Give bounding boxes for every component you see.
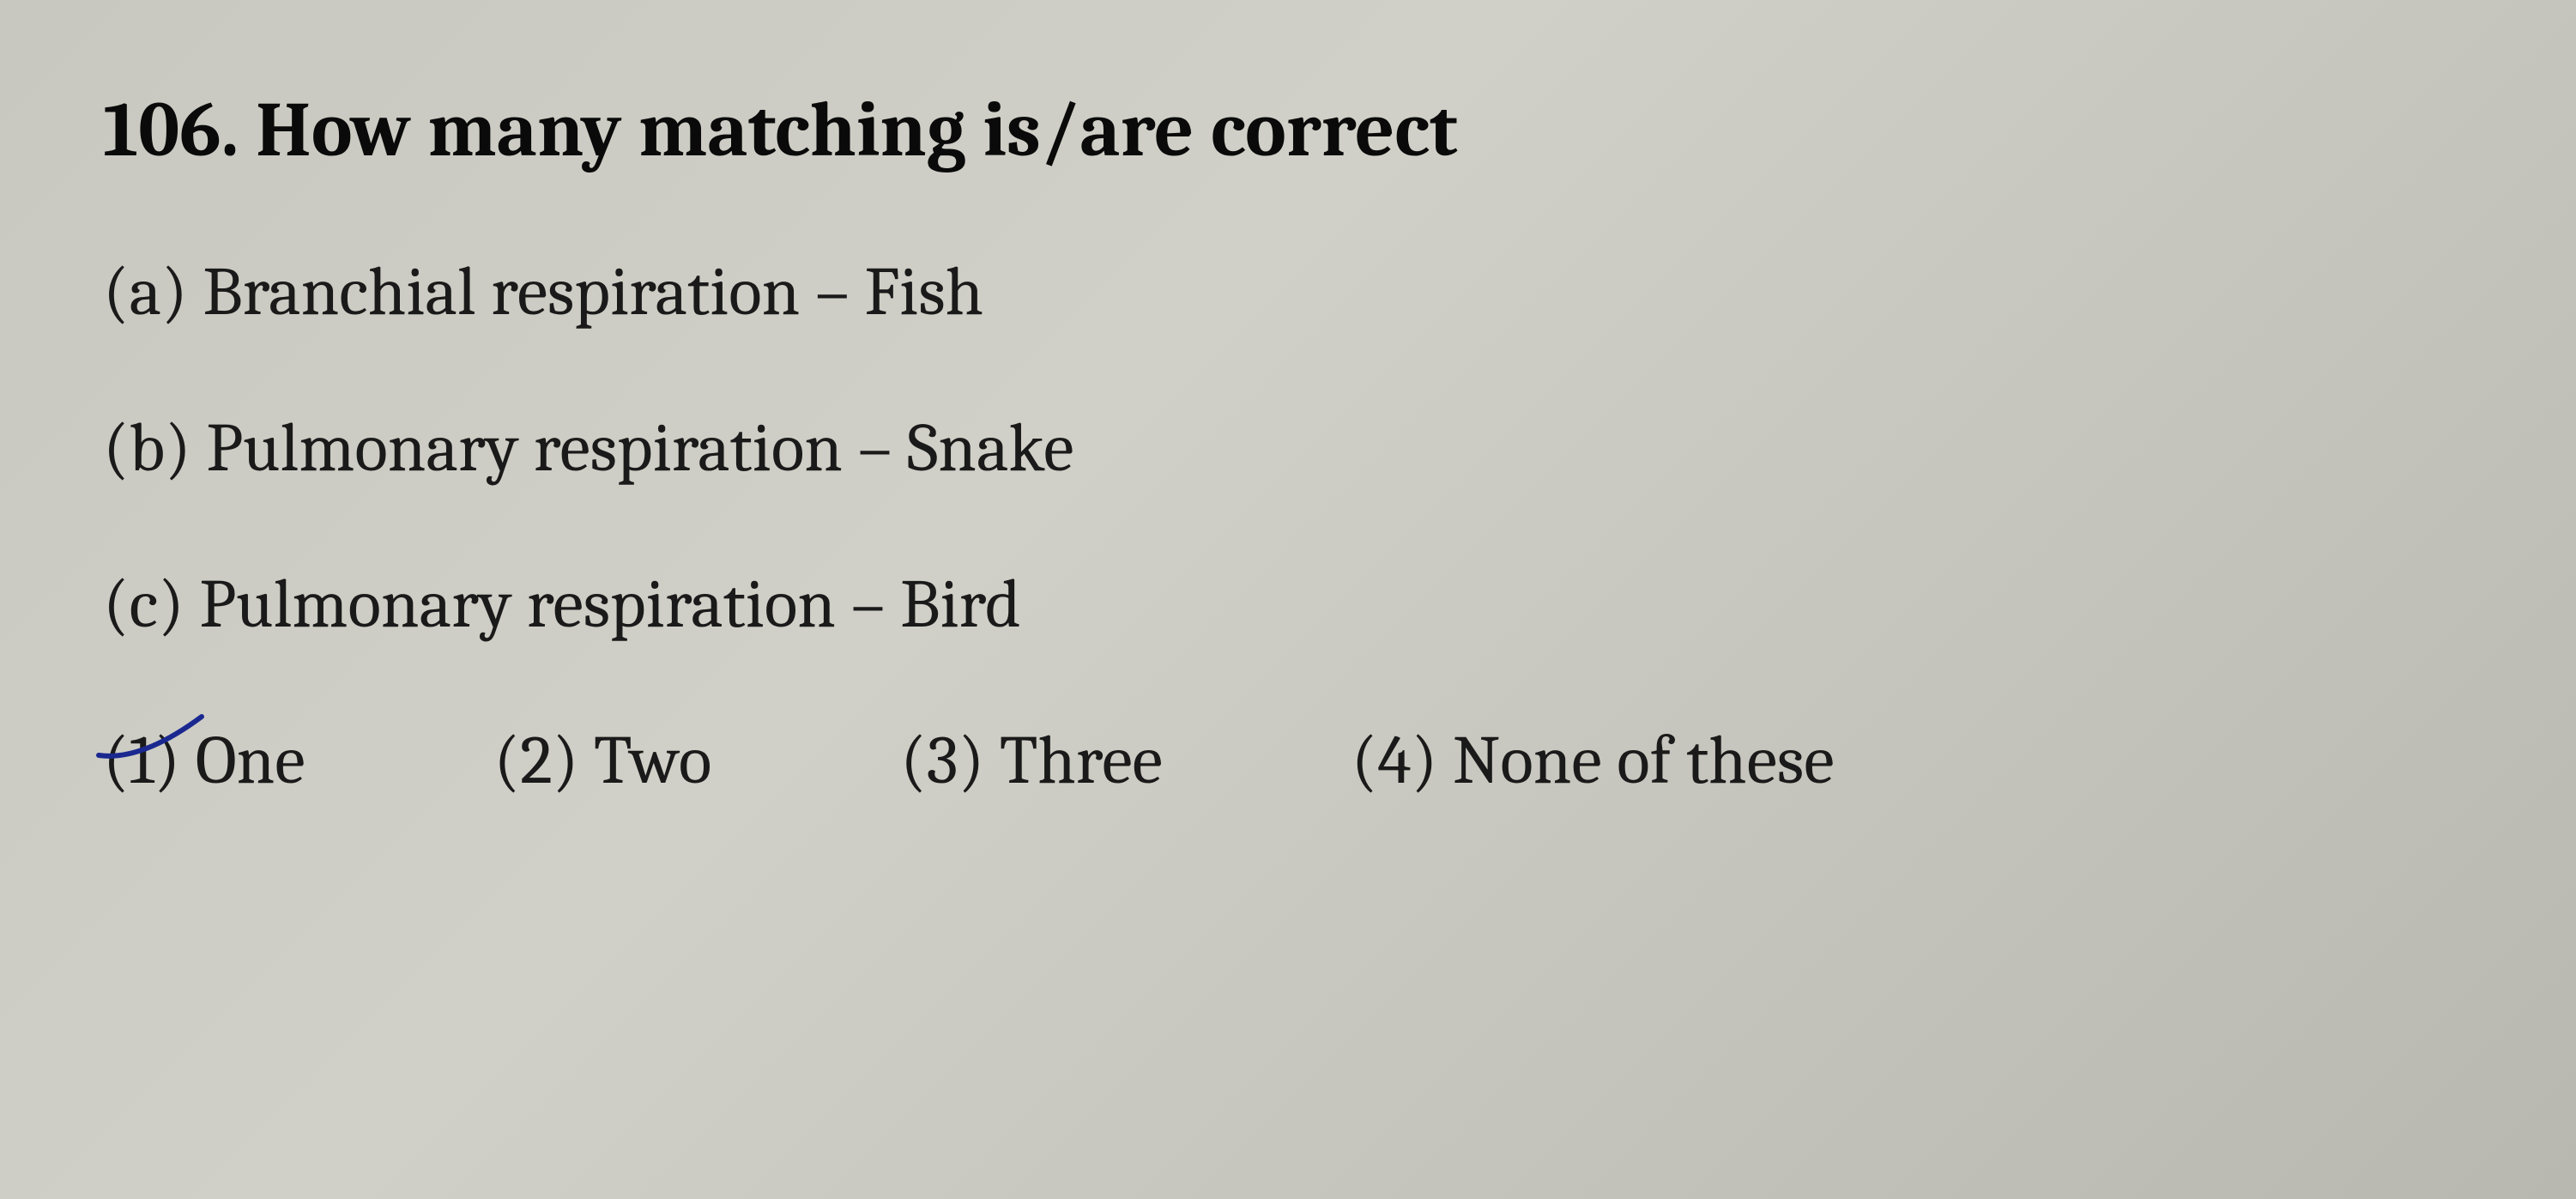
option-3: (3) Three bbox=[900, 721, 1163, 800]
question-block: 106. How many matching is/are correct (a… bbox=[103, 86, 2473, 800]
option-text: Two bbox=[594, 721, 711, 800]
match-desc: Pulmonary respiration – Snake bbox=[206, 409, 1073, 487]
match-label: (a) bbox=[103, 252, 188, 331]
match-item: (a) Branchial respiration – Fish bbox=[103, 252, 2473, 331]
option-1: (1) One bbox=[103, 721, 305, 800]
match-label: (b) bbox=[103, 409, 191, 487]
match-label: (c) bbox=[103, 565, 184, 644]
option-text: None of these bbox=[1453, 721, 1835, 800]
question-number: 106. bbox=[103, 86, 239, 175]
option-label: (1) bbox=[103, 721, 180, 800]
question-header: 106. How many matching is/are correct bbox=[103, 86, 2473, 175]
option-label: (2) bbox=[494, 721, 579, 800]
match-desc: Pulmonary respiration – Bird bbox=[199, 565, 1020, 644]
option-text: One bbox=[196, 721, 305, 800]
option-4: (4) None of these bbox=[1351, 721, 1835, 800]
question-text: How many matching is/are correct bbox=[256, 86, 1458, 175]
option-label: (3) bbox=[900, 721, 984, 800]
match-item: (c) Pulmonary respiration – Bird bbox=[103, 565, 2473, 644]
option-text: Three bbox=[1000, 721, 1163, 800]
option-2: (2) Two bbox=[494, 721, 712, 800]
match-item: (b) Pulmonary respiration – Snake bbox=[103, 409, 2473, 487]
option-label: (4) bbox=[1351, 721, 1437, 800]
match-desc: Branchial respiration – Fish bbox=[203, 252, 983, 331]
options-row: (1) One (2) Two (3) Three (4) None of th… bbox=[103, 721, 2473, 800]
